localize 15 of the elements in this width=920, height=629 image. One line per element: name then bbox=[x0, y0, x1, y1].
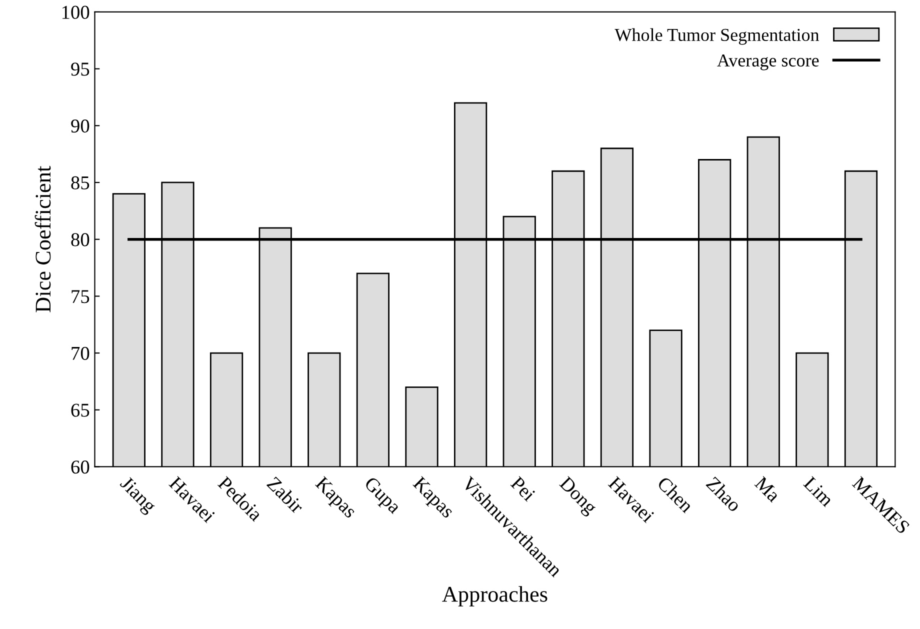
y-tick-label: 70 bbox=[72, 346, 90, 360]
y-tick-label: 60 bbox=[71, 460, 90, 474]
legend-label: Whole Tumor Segmentation bbox=[614, 28, 820, 45]
legend-label: Average score bbox=[717, 54, 819, 70]
y-tick-label: 90 bbox=[71, 119, 90, 133]
y-tick-label: 80 bbox=[71, 233, 90, 246]
y-tick-label: 75 bbox=[72, 290, 90, 304]
y-tick-label: 85 bbox=[71, 176, 90, 190]
y-tick-label: 65 bbox=[71, 404, 90, 417]
x-tick-label: Ma bbox=[754, 476, 781, 503]
x-tick-label: Lim bbox=[803, 476, 834, 508]
x-axis-title: Approaches bbox=[442, 586, 548, 606]
y-tick-label: 100 bbox=[62, 6, 90, 19]
y-tick-label: 95 bbox=[71, 62, 90, 76]
y-axis-title: Dice Coefficient bbox=[34, 166, 51, 312]
